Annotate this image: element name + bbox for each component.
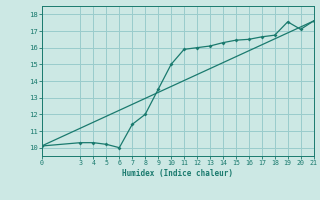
X-axis label: Humidex (Indice chaleur): Humidex (Indice chaleur) <box>122 169 233 178</box>
